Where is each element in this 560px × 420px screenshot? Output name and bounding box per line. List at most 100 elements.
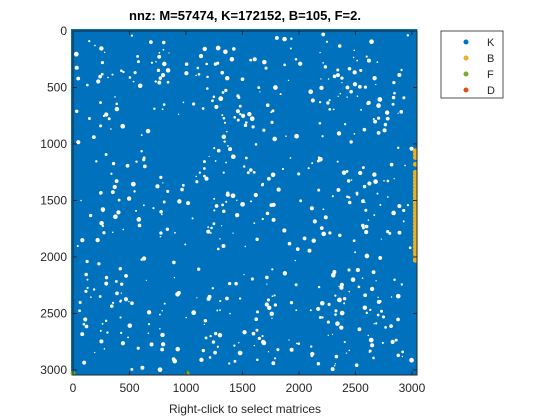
sparsity-gap — [397, 72, 402, 78]
sparsity-gap — [354, 251, 357, 254]
sparsity-gap — [172, 260, 176, 265]
sparsity-gap — [217, 332, 223, 338]
sparsity-gap — [111, 73, 114, 76]
sparsity-gap — [342, 296, 347, 301]
sparsity-gap — [78, 309, 81, 313]
sparsity-gap — [261, 217, 264, 221]
sparsity-gap — [323, 65, 328, 69]
sparsity-gap — [269, 203, 274, 208]
sparsity-gap — [218, 96, 224, 102]
sparsity-gap — [172, 358, 178, 364]
sparsity-gap — [352, 239, 356, 243]
legend-marker-f — [463, 71, 469, 77]
sparsity-gap — [219, 299, 222, 303]
sparsity-gap — [397, 146, 400, 150]
sparsity-gap — [364, 230, 369, 235]
sparsity-gap — [237, 350, 243, 356]
sparsity-gap — [84, 272, 88, 277]
y-tick-label: 0 — [60, 24, 67, 38]
sparsity-gap — [250, 200, 253, 203]
sparsity-gap — [80, 332, 85, 337]
legend-marker-k — [463, 39, 469, 45]
sparsity-gap — [334, 313, 337, 316]
sparsity-gap — [158, 52, 161, 54]
sparsity-gap — [302, 236, 307, 241]
sparsity-gap — [376, 103, 381, 108]
sparsity-gap — [326, 101, 330, 105]
sparsity-gap — [392, 80, 396, 85]
sparsity-gap — [336, 68, 340, 72]
sparsity-gap — [220, 225, 223, 227]
sparsity-gap — [86, 83, 89, 87]
sparsity-gap — [384, 110, 390, 115]
sparsity-gap — [253, 344, 256, 347]
sparsity-gap — [383, 179, 385, 182]
sparsity-gap — [370, 343, 375, 348]
sparsity-gap — [102, 210, 104, 213]
legend-marker-d — [463, 87, 469, 93]
sparsity-gap — [378, 300, 382, 303]
sparsity-gap — [168, 52, 170, 54]
sparsity-gap — [276, 187, 281, 192]
sparsity-gap — [216, 148, 221, 153]
sparsity-gap — [88, 39, 91, 43]
sparsity-gap — [221, 203, 225, 207]
sparsity-gap — [287, 241, 292, 246]
sparsity-gap — [163, 302, 166, 305]
sparsity-gap — [174, 231, 176, 234]
sparsity-gap — [406, 203, 410, 207]
sparsity-gap — [154, 80, 157, 83]
sparsity-gap — [120, 69, 123, 73]
sparsity-gap — [335, 73, 340, 78]
sparsity-gap — [308, 89, 314, 95]
sparsity-gap — [160, 332, 165, 338]
sparsity-gap — [333, 365, 336, 367]
sparsity-gap — [349, 140, 353, 144]
sparsity-gap — [346, 96, 348, 98]
sparsity-gap — [198, 53, 204, 59]
sparsity-gap — [341, 82, 343, 84]
sparsity-gap — [270, 120, 274, 124]
sparsity-gap — [337, 297, 342, 303]
sparsity-gap — [347, 66, 352, 71]
sparsity-gap — [389, 324, 393, 328]
sparsity-gap — [376, 61, 379, 63]
sparsity-gap — [310, 345, 313, 348]
sparsity-gap — [191, 217, 194, 220]
sparsity-gap — [371, 270, 376, 275]
sparsity-gap — [399, 109, 404, 114]
sparsity-gap — [242, 330, 247, 335]
sparsity-gap — [266, 283, 268, 285]
sparsity-gap — [107, 76, 109, 79]
sparsity-gap — [336, 131, 342, 136]
sparsity-gap — [254, 317, 259, 322]
sparsity-gap — [119, 316, 122, 319]
sparsity-gap — [114, 179, 119, 183]
sparsity-gap — [140, 149, 143, 153]
sparsity-gap — [307, 167, 310, 170]
sparsity-gap — [209, 334, 212, 338]
sparsity-gap — [225, 200, 228, 203]
sparsity-gap — [332, 108, 335, 111]
sparsity-gap — [395, 293, 401, 299]
sparsity-gap — [321, 32, 326, 37]
sparsity-gap — [348, 349, 351, 352]
sparsity-gap — [148, 40, 153, 45]
sparsity-gap — [264, 302, 269, 307]
sparsity-gap — [157, 54, 162, 59]
sparsity-gap — [309, 206, 314, 211]
sparsity-gap — [390, 296, 393, 298]
sparsity-gap — [112, 184, 117, 190]
sparsity-gap — [289, 157, 292, 159]
sparsity-gap — [208, 356, 212, 359]
sparsity-gap — [202, 160, 206, 164]
sparsity-gap — [383, 122, 388, 127]
sparsity-gap — [111, 161, 116, 166]
sparsity-gap — [222, 116, 226, 120]
sparsity-gap — [127, 336, 129, 339]
sparsity-gap — [101, 322, 104, 325]
sparsity-gap — [364, 208, 368, 212]
sparsity-gap — [195, 175, 198, 178]
sparsity-gap — [145, 128, 151, 134]
